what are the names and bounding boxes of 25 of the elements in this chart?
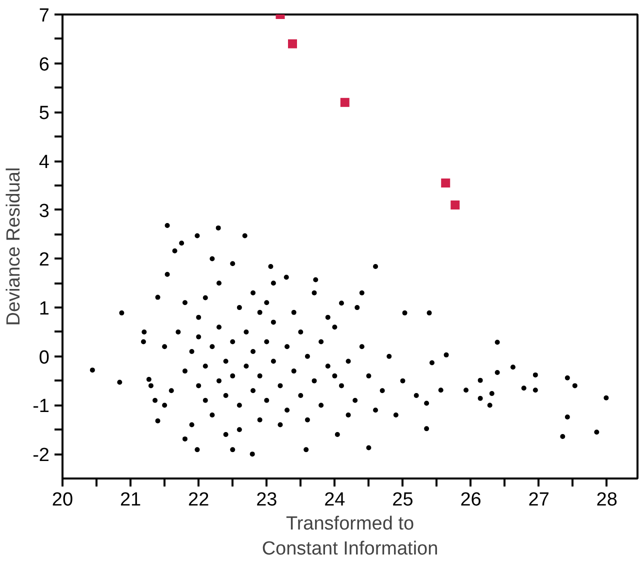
point — [288, 39, 297, 48]
x-tick-label: 20 — [52, 490, 74, 510]
x-tick-label: 21 — [120, 490, 142, 510]
x-tick-label: 27 — [528, 490, 550, 510]
y-tick-label: -1 — [32, 396, 50, 418]
y-tick-label: 1 — [38, 298, 50, 320]
x-tick-label: 22 — [188, 490, 210, 510]
y-tick-label: 6 — [38, 54, 50, 76]
point — [340, 98, 350, 107]
x-tick-label: 28 — [596, 490, 618, 510]
y-tick-label: -2 — [32, 445, 50, 466]
x-tick-label: 26 — [460, 490, 482, 510]
y-tick-label: 2 — [38, 250, 50, 271]
point — [450, 200, 460, 210]
x-tick-label: 23 — [256, 490, 278, 510]
y-tick-label: 5 — [38, 103, 50, 124]
y-tick-label: 0 — [38, 347, 50, 368]
y-tick-label: 3 — [38, 200, 50, 222]
y-axis-title: Deviance Residual — [4, 167, 25, 326]
point — [441, 178, 450, 188]
x-tick-label: 25 — [392, 490, 414, 510]
x-axis-title: Transformed to Constant Information — [262, 514, 438, 560]
x-tick-label: 24 — [324, 490, 346, 510]
y-tick-label: 7 — [38, 6, 50, 26]
y-tick-label: 4 — [38, 152, 50, 174]
